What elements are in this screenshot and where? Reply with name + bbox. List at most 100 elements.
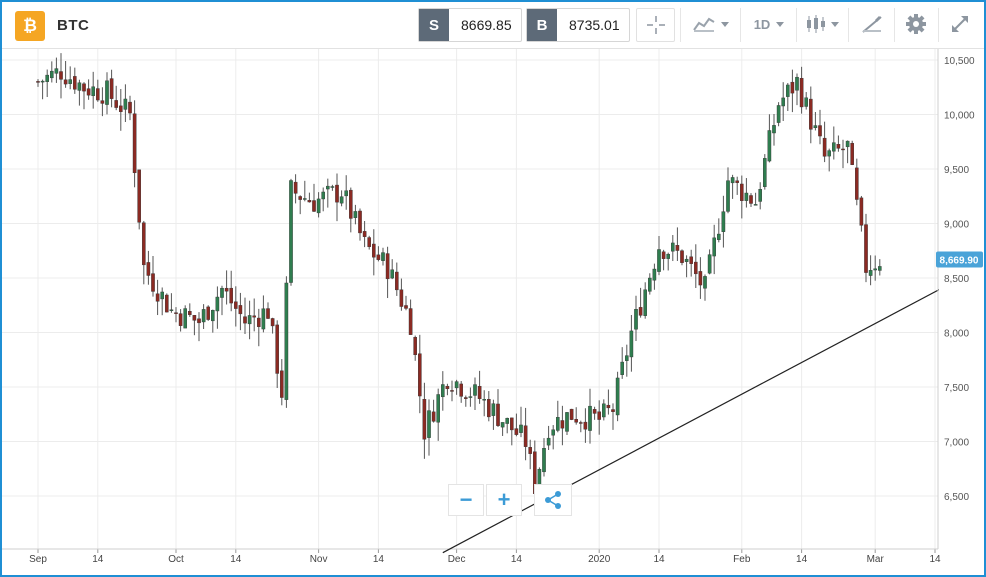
candle-down (59, 71, 63, 80)
toolbar-divider (680, 8, 681, 42)
candle-up (390, 269, 395, 279)
candle-up (519, 424, 523, 433)
candle-up (500, 422, 505, 428)
candle-up (753, 204, 758, 206)
candle-up (873, 268, 877, 271)
toolbar-divider (848, 8, 849, 42)
x-tick-label: 2020 (588, 554, 611, 565)
candle-down (487, 399, 491, 418)
candle-up (763, 158, 767, 187)
share-button[interactable] (534, 484, 572, 516)
candle-down (146, 262, 151, 276)
candle-up (832, 142, 836, 152)
candle-up (717, 233, 721, 240)
candle-down (270, 318, 275, 327)
x-tick-label: 14 (92, 554, 104, 565)
candle-down (243, 316, 247, 324)
candle-up (261, 308, 266, 330)
drawing-tools-button[interactable] (854, 8, 890, 40)
candle-up (326, 185, 330, 190)
chevron-down-icon (776, 21, 785, 27)
candle-up (344, 190, 349, 197)
y-tick-label: 8,500 (944, 274, 969, 285)
candle-down (864, 224, 868, 273)
last-price-tag (936, 251, 983, 268)
logo-glyph: ₿ (23, 16, 37, 35)
buy-label: B (527, 9, 557, 41)
y-tick-label: 10,500 (944, 56, 975, 67)
candle-up (427, 410, 431, 438)
candle-up (54, 68, 59, 74)
candle-down (238, 305, 243, 315)
candle-up (160, 291, 165, 300)
candle-up (68, 79, 72, 84)
candle-up (542, 448, 546, 473)
candle-down (399, 289, 404, 307)
candle-down (740, 183, 744, 201)
candle-up (712, 237, 716, 257)
candle-up (105, 80, 109, 105)
candle-down (523, 425, 528, 447)
candle-down (818, 125, 822, 137)
candle-down (450, 390, 454, 392)
candle-up (684, 258, 689, 262)
candle-up (330, 186, 335, 188)
candle-up (565, 412, 569, 432)
line-chart-icon (693, 17, 715, 32)
candle-down (109, 78, 114, 99)
chart-type-dropdown[interactable] (686, 8, 736, 40)
sell-button[interactable]: S 8669.85 (418, 8, 522, 42)
candle-up (726, 180, 730, 212)
candle-up (436, 394, 441, 423)
candle-down (859, 197, 864, 226)
zoom-in-button[interactable]: + (486, 484, 522, 516)
candle-up (321, 191, 326, 200)
candle-down (367, 237, 372, 247)
candle-down (224, 287, 229, 292)
candle-down (694, 261, 698, 275)
candle-down (477, 385, 482, 400)
settings-button[interactable] (898, 8, 934, 40)
toolbar-divider (894, 8, 895, 42)
candle-up (634, 308, 638, 330)
indicators-dropdown[interactable] (800, 8, 844, 40)
candle-down (459, 383, 464, 397)
candle-down (496, 403, 500, 426)
candle-up (215, 296, 220, 312)
y-tick-label: 9,000 (944, 220, 969, 231)
candle-down (141, 222, 146, 266)
candle-down (95, 88, 100, 101)
candle-up (804, 97, 808, 107)
chevron-down-icon (831, 21, 839, 27)
candle-down (298, 196, 303, 200)
candle-down (174, 312, 178, 314)
candle-up (703, 276, 707, 289)
candle-down (307, 200, 312, 203)
candle-up (730, 177, 735, 184)
candle-up (795, 76, 799, 91)
interval-dropdown[interactable]: 1D (744, 8, 794, 40)
candle-up (786, 84, 790, 97)
candle-down (841, 148, 845, 151)
candle-down (151, 273, 155, 292)
fullscreen-button[interactable] (942, 8, 978, 40)
x-tick-label: Dec (448, 554, 466, 565)
toolbar-divider (796, 8, 797, 42)
candle-down (187, 311, 192, 315)
crosshair-icon (646, 16, 665, 34)
candle-down (574, 418, 578, 423)
share-icon (545, 491, 561, 509)
candle-down (638, 307, 643, 316)
crosshair-button[interactable] (636, 8, 675, 42)
candle-down (36, 81, 40, 83)
candle-up (77, 82, 82, 91)
candle-down (583, 421, 588, 430)
x-tick-label: Feb (733, 554, 751, 565)
candle-down (280, 370, 284, 398)
buy-button[interactable]: B 8735.01 (526, 8, 630, 42)
candle-up (671, 242, 675, 252)
candle-down (385, 253, 390, 280)
candle-down (799, 77, 804, 108)
zoom-out-button[interactable]: − (448, 484, 484, 516)
